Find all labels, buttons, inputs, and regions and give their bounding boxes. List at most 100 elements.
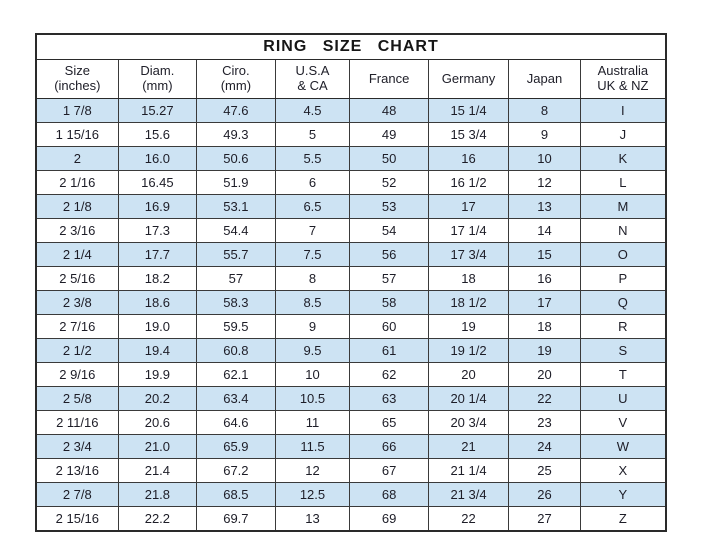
cell: 57 [350, 267, 429, 290]
column-label: Japan [526, 70, 563, 86]
cell: 19 1/2 [429, 339, 510, 362]
cell: 61 [350, 339, 429, 362]
column-label: Diam. [140, 63, 175, 79]
table-row: 2 1/2 19.4 60.8 9.5 61 19 1/2 19 S [37, 339, 665, 363]
cell: 14 [509, 219, 581, 242]
cell: 2 1/4 [37, 243, 119, 266]
column-sublabel: (mm) [220, 78, 252, 93]
table-row: 2 3/4 21.0 65.9 11.5 66 21 24 W [37, 435, 665, 459]
cell: 19.9 [119, 363, 198, 386]
cell: T [618, 367, 627, 382]
cell: 60 [350, 315, 429, 338]
column-header-france: France [350, 60, 429, 98]
cell: V [618, 415, 628, 430]
cell: 2 1/16 [37, 171, 119, 194]
cell: 16.0 [119, 147, 198, 170]
table-row: 2 1/4 17.7 55.7 7.5 56 17 3/4 15 O [37, 243, 665, 267]
column-header-size: Size (inches) [37, 60, 119, 98]
cell: 2 3/16 [37, 219, 119, 242]
cell: Y [618, 487, 628, 502]
cell: 16 [509, 267, 581, 290]
ring-size-table: RING SIZE CHART Size (inches) Diam. (mm) Cir… [35, 33, 667, 532]
cell: 16 1/2 [429, 171, 510, 194]
cell: 48 [350, 99, 429, 122]
cell: 13 [509, 195, 581, 218]
cell: 16.9 [119, 195, 198, 218]
cell: 13 [276, 507, 351, 530]
cell: 15.27 [119, 99, 198, 122]
cell: 47.6 [197, 99, 276, 122]
cell: 21 3/4 [429, 483, 510, 506]
cell: 65.9 [197, 435, 276, 458]
cell: 27 [509, 507, 581, 530]
cell: 2 7/8 [37, 483, 119, 506]
cell: 67.2 [197, 459, 276, 482]
table-row: 2 1/8 16.9 53.1 6.5 53 17 13 M [37, 195, 665, 219]
cell: 8 [509, 99, 581, 122]
cell: 7.5 [276, 243, 351, 266]
table-body: 1 7/8 15.27 47.6 4.5 48 15 1/4 8 I 1 15/16 15.6 49… [37, 99, 665, 530]
cell: 12 [276, 459, 351, 482]
cell: 18.6 [119, 291, 198, 314]
cell: 66 [350, 435, 429, 458]
cell: 49 [350, 123, 429, 146]
table-row: 1 7/8 15.27 47.6 4.5 48 15 1/4 8 I [37, 99, 665, 123]
cell: 20.6 [119, 411, 198, 434]
cell: R [618, 319, 628, 334]
cell: 17 1/4 [429, 219, 510, 242]
cell: Z [618, 511, 627, 526]
cell: 22 [429, 507, 510, 530]
cell: 1 7/8 [37, 99, 119, 122]
column-header-usa: U.S.A & CA [276, 60, 351, 98]
cell: 2 13/16 [37, 459, 119, 482]
cell: 50 [350, 147, 429, 170]
cell: 19.0 [119, 315, 198, 338]
cell: 17.3 [119, 219, 198, 242]
column-label: Germany [441, 70, 496, 86]
cell: 6.5 [276, 195, 351, 218]
table-title: RING SIZE CHART [37, 35, 665, 60]
cell: 67 [350, 459, 429, 482]
cell: 26 [509, 483, 581, 506]
table-row: 2 11/16 20.6 64.6 11 65 20 3/4 23 V [37, 411, 665, 435]
cell: 2 1/2 [37, 339, 119, 362]
cell: 16 [429, 147, 510, 170]
cell: 2 3/4 [37, 435, 119, 458]
cell: 57 [197, 267, 276, 290]
cell: 20 3/4 [429, 411, 510, 434]
cell: 63.4 [197, 387, 276, 410]
cell: 21 1/4 [429, 459, 510, 482]
cell: 2 3/8 [37, 291, 119, 314]
cell: 7 [276, 219, 351, 242]
cell: 21.4 [119, 459, 198, 482]
table-row: 2 7/16 19.0 59.5 9 60 19 18 R [37, 315, 665, 339]
cell: 2 7/16 [37, 315, 119, 338]
table-row: 2 9/16 19.9 62.1 10 62 20 20 T [37, 363, 665, 387]
cell: 18 1/2 [429, 291, 510, 314]
table-row: 2 7/8 21.8 68.5 12.5 68 21 3/4 26 Y [37, 483, 665, 507]
cell: L [619, 175, 627, 190]
cell: 54 [350, 219, 429, 242]
table-row: 2 3/16 17.3 54.4 7 54 17 1/4 14 N [37, 219, 665, 243]
cell: 63 [350, 387, 429, 410]
column-label: Size [64, 63, 90, 79]
cell: 5 [276, 123, 351, 146]
cell: 17 [509, 291, 581, 314]
cell: 20.2 [119, 387, 198, 410]
column-label: Ciro. [222, 63, 250, 79]
cell: 4.5 [276, 99, 351, 122]
cell: Q [617, 295, 628, 310]
column-header-diam: Diam. (mm) [119, 60, 198, 98]
cell: 53.1 [197, 195, 276, 218]
cell: 2 9/16 [37, 363, 119, 386]
column-header-ciro: Ciro. (mm) [197, 60, 276, 98]
cell: W [616, 439, 629, 454]
cell: 8.5 [276, 291, 351, 314]
table-row: 2 16.0 50.6 5.5 50 16 10 K [37, 147, 665, 171]
cell: 65 [350, 411, 429, 434]
column-header-australia: Australia UK & NZ [581, 60, 665, 98]
cell: 10 [276, 363, 351, 386]
table-row: 2 5/16 18.2 57 8 57 18 16 P [37, 267, 665, 291]
cell: 11 [276, 411, 351, 434]
cell: 12 [509, 171, 581, 194]
